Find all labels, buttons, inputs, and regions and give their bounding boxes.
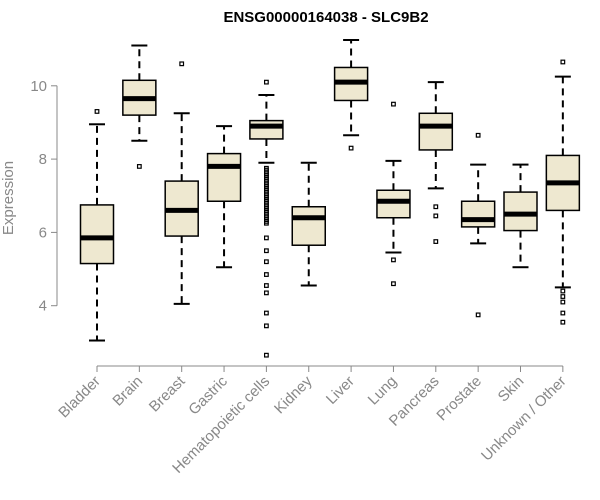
x-tick-label: Breast — [146, 372, 189, 415]
outlier-point — [264, 352, 269, 358]
iqr-box — [291, 205, 326, 246]
outlier-point — [264, 310, 269, 316]
outlier-point — [391, 101, 396, 107]
outlier-point — [264, 235, 269, 241]
outlier-point — [348, 145, 354, 151]
outlier-point — [264, 323, 269, 329]
outlier-point — [560, 294, 566, 299]
outlier-point — [264, 272, 269, 277]
x-tick-label: Brain — [109, 373, 146, 410]
iqr-box — [460, 200, 496, 228]
box-prostate — [460, 132, 496, 318]
box-bladder — [79, 109, 115, 342]
iqr-box — [376, 189, 411, 219]
x-tick-label: Bladder — [55, 373, 104, 422]
iqr-box — [79, 204, 115, 265]
box-unknown-other — [545, 59, 581, 325]
x-tick-label: Prostate — [433, 373, 485, 425]
outlier-point — [264, 248, 269, 254]
y-axis: 4 6 8 10 — [30, 78, 58, 315]
box-gastric — [206, 125, 242, 269]
y-axis-label: Expression — [0, 161, 17, 235]
outlier-point — [264, 220, 269, 226]
outlier-point — [560, 310, 566, 316]
box-liver — [333, 38, 369, 151]
box-breast — [164, 61, 199, 305]
outlier-point — [475, 132, 481, 138]
iqr-box — [206, 152, 242, 202]
outlier-point — [560, 299, 566, 305]
box-skin — [503, 163, 538, 269]
outlier-point — [560, 59, 566, 65]
outlier-point — [264, 259, 269, 265]
x-tick-label: Lung — [365, 373, 401, 409]
box-kidney — [291, 161, 326, 287]
outlier-point — [433, 204, 439, 210]
outlier-point — [264, 283, 269, 288]
outlier-point — [264, 290, 269, 296]
box-hematopoietic-cells — [249, 79, 284, 358]
box-pancreas — [418, 81, 454, 244]
x-tick-label: Liver — [323, 373, 358, 408]
y-tick-label: 10 — [30, 78, 47, 95]
outlier-point — [560, 288, 566, 294]
iqr-box — [249, 119, 284, 140]
outlier-point — [264, 79, 269, 85]
y-tick-label: 4 — [39, 298, 47, 315]
outlier-point — [475, 312, 481, 318]
box-brain — [122, 44, 157, 169]
outlier-point — [94, 109, 100, 114]
x-tick-label: Skin — [495, 373, 528, 406]
outlier-point — [433, 213, 439, 219]
box-lung — [376, 101, 411, 287]
outlier-point — [560, 319, 566, 325]
y-tick-label: 8 — [39, 151, 47, 168]
iqr-box — [418, 112, 454, 151]
y-tick-label: 6 — [39, 224, 47, 241]
plot-area — [79, 38, 581, 358]
iqr-box — [503, 191, 538, 232]
chart-title: ENSG00000164038 - SLC9B2 — [223, 9, 428, 26]
outlier-point — [179, 61, 185, 67]
outlier-point — [136, 164, 142, 169]
outlier-point — [391, 257, 396, 263]
outlier-point — [433, 239, 439, 244]
outlier-point — [391, 281, 396, 287]
x-tick-label: Kidney — [271, 372, 316, 417]
